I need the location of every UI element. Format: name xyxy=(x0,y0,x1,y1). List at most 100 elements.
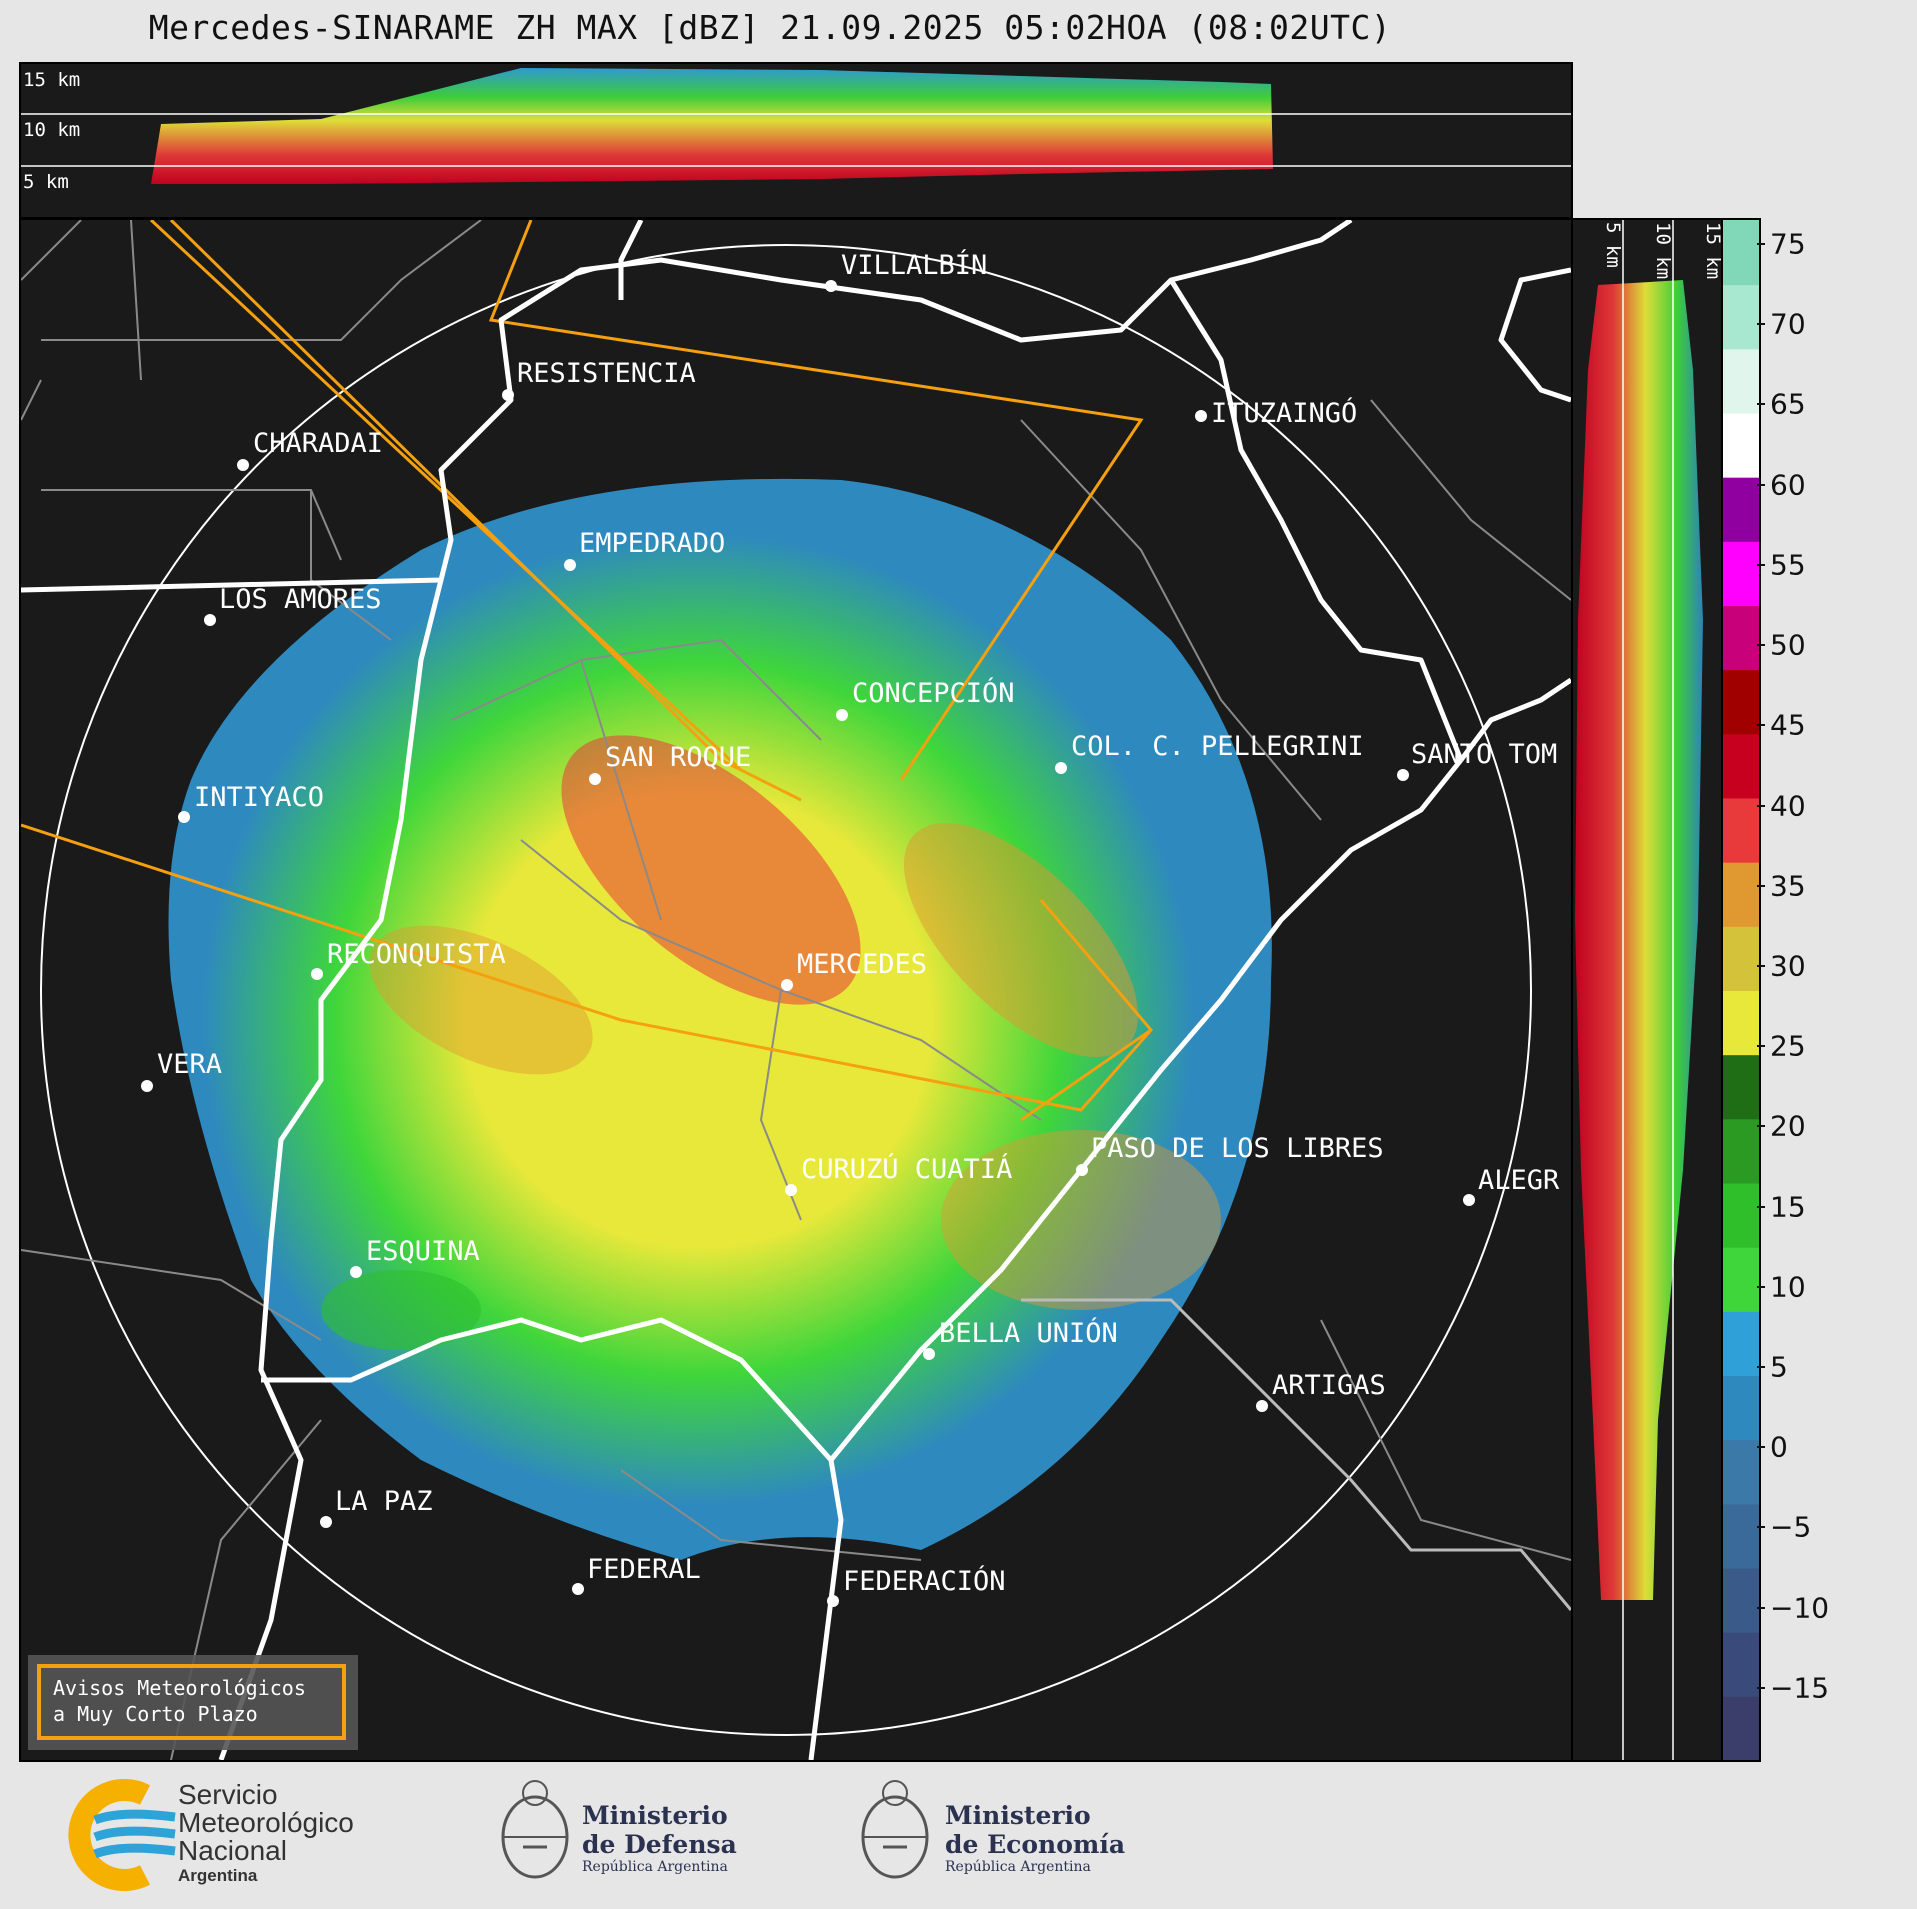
colorbar-segment xyxy=(1723,1695,1759,1761)
radar-map[interactable]: VILLALBÍN RESISTENCIA ITUZAINGÓ CHARADAI… xyxy=(19,218,1573,1762)
colorbar-segment xyxy=(1723,220,1759,286)
colorbar-segment xyxy=(1723,284,1759,350)
colorbar-segment xyxy=(1723,990,1759,1056)
rivers-borders xyxy=(21,220,1571,1760)
colorbar-segment xyxy=(1723,348,1759,414)
top-profile-echo xyxy=(151,68,1273,184)
colorbar-segment xyxy=(1723,1375,1759,1441)
colorbar-segment xyxy=(1723,1503,1759,1569)
city-ituzaingo[interactable]: ITUZAINGÓ xyxy=(1195,397,1357,429)
city-col-c-pellegrini[interactable]: COL. C. PELLEGRINI xyxy=(1055,731,1364,774)
colorbar-tick-label: −5 xyxy=(1770,1510,1812,1544)
top-profile-svg: 15 km 10 km 5 km xyxy=(21,68,1571,193)
side-profile-svg: 5 km 10 km 15 km xyxy=(1575,220,1721,1760)
colorbar-segment xyxy=(1723,733,1759,799)
city-empedrado[interactable]: EMPEDRADO xyxy=(564,528,725,571)
city-resistencia[interactable]: RESISTENCIA xyxy=(502,358,696,401)
colorbar-tick-label: 20 xyxy=(1770,1109,1806,1143)
colorbar-tick-label: 30 xyxy=(1770,949,1806,983)
colorbar-segment xyxy=(1723,1567,1759,1633)
svg-text:FEDERACIÓN: FEDERACIÓN xyxy=(843,1565,1006,1597)
top-label-15km: 15 km xyxy=(23,69,80,91)
side-profile-echo xyxy=(1575,280,1703,1600)
smn-line-1: Servicio xyxy=(178,1779,278,1810)
colorbar-segment xyxy=(1723,1631,1759,1697)
colorbar-tick-label: 65 xyxy=(1770,387,1806,421)
colorbar-tick-label: 75 xyxy=(1770,227,1806,261)
colorbar-tick-mark xyxy=(1757,804,1765,807)
colorbar-segment xyxy=(1723,605,1759,671)
city-vera[interactable]: VERA xyxy=(141,1049,222,1092)
city-layer: VILLALBÍN RESISTENCIA ITUZAINGÓ CHARADAI… xyxy=(141,249,1560,1607)
city-la-paz[interactable]: LA PAZ xyxy=(320,1486,433,1528)
warning-box[interactable]: Avisos Meteorológicos a Muy Corto Plazo xyxy=(28,1655,358,1750)
colorbar-tick-label: 50 xyxy=(1770,628,1806,662)
defensa-line-2: de Defensa xyxy=(582,1830,737,1859)
colorbar-tick-mark xyxy=(1757,884,1765,887)
colorbar-tick-mark xyxy=(1757,483,1765,486)
city-intiyaco[interactable]: INTIYACO xyxy=(178,782,324,823)
top-label-5km: 5 km xyxy=(23,171,69,193)
svg-text:SAN ROQUE: SAN ROQUE xyxy=(605,742,751,773)
colorbar-tick-label: −10 xyxy=(1770,1591,1830,1625)
colorbar-tick-mark xyxy=(1757,1285,1765,1288)
colorbar-tick-label: 45 xyxy=(1770,708,1806,742)
warning-box-line-2: a Muy Corto Plazo xyxy=(53,1702,258,1726)
smn-line-3: Nacional xyxy=(178,1835,287,1866)
colorbar-tick-mark xyxy=(1757,724,1765,727)
city-alegrete[interactable]: ALEGR xyxy=(1463,1165,1560,1206)
echo-core-3 xyxy=(941,1130,1221,1310)
city-villalbin[interactable]: VILLALBÍN xyxy=(825,249,987,292)
colorbar-tick-mark xyxy=(1757,243,1765,246)
colorbar-segment xyxy=(1723,1310,1759,1376)
economia-line-2: de Economía xyxy=(945,1830,1126,1859)
svg-text:SANTO TOM: SANTO TOM xyxy=(1411,739,1557,770)
colorbar-tick-mark xyxy=(1757,1606,1765,1609)
city-reconquista[interactable]: RECONQUISTA xyxy=(311,939,506,980)
svg-text:ALEGR: ALEGR xyxy=(1478,1165,1560,1196)
range-ring xyxy=(40,244,1532,1736)
colorbar-tick-label: 40 xyxy=(1770,789,1806,823)
colorbar-tick-label: 70 xyxy=(1770,307,1806,341)
argentina-shield-icon-2 xyxy=(861,1780,929,1879)
colorbar-segment xyxy=(1723,1246,1759,1312)
colorbar-tick-label: 10 xyxy=(1770,1270,1806,1304)
city-curuzu-cuatia[interactable]: CURUZÚ CUATIÁ xyxy=(785,1153,1012,1196)
department-boundaries xyxy=(21,220,1571,1760)
city-federal[interactable]: FEDERAL xyxy=(572,1554,701,1595)
colorbar-tick-label: −15 xyxy=(1770,1671,1830,1705)
city-concepcion[interactable]: CONCEPCIÓN xyxy=(836,677,1015,721)
svg-text:CONCEPCIÓN: CONCEPCIÓN xyxy=(852,677,1015,709)
map-title: Mercedes-SINARAME ZH MAX [dBZ] 21.09.202… xyxy=(148,8,1392,47)
radar-map-svg[interactable]: VILLALBÍN RESISTENCIA ITUZAINGÓ CHARADAI… xyxy=(21,220,1571,1760)
city-federacion[interactable]: FEDERACIÓN xyxy=(827,1565,1006,1607)
svg-text:CHARADAI: CHARADAI xyxy=(253,428,383,459)
svg-text:FEDERAL: FEDERAL xyxy=(587,1554,701,1585)
city-charadai[interactable]: CHARADAI xyxy=(237,428,383,471)
radar-site-mercedes[interactable]: MERCEDES xyxy=(781,949,927,991)
svg-text:INTIYACO: INTIYACO xyxy=(194,782,324,813)
colorbar-segment xyxy=(1723,1182,1759,1248)
city-san-roque[interactable]: SAN ROQUE xyxy=(589,742,751,785)
side-label-10km: 10 km xyxy=(1652,222,1674,279)
city-santo-tome[interactable]: SANTO TOM xyxy=(1397,739,1557,781)
city-paso-de-los-libres[interactable]: PASO DE LOS LIBRES xyxy=(1076,1133,1384,1176)
colorbar-segment xyxy=(1723,540,1759,606)
city-los-amores[interactable]: LOS AMORES xyxy=(204,584,382,626)
svg-text:PASO DE LOS LIBRES: PASO DE LOS LIBRES xyxy=(1091,1133,1384,1164)
city-artigas[interactable]: ARTIGAS xyxy=(1256,1370,1386,1412)
svg-text:ESQUINA: ESQUINA xyxy=(366,1236,480,1267)
colorbar-tick-label: 55 xyxy=(1770,548,1806,582)
smn-logo-icon xyxy=(68,1779,176,1891)
defensa-name: Ministerio de Defensa República Argentin… xyxy=(582,1801,737,1875)
colorbar-tick-label: 0 xyxy=(1770,1430,1788,1464)
side-height-profile: 5 km 10 km 15 km xyxy=(1571,218,1723,1762)
svg-text:ITUZAINGÓ: ITUZAINGÓ xyxy=(1211,397,1357,429)
colorbar-segment xyxy=(1723,861,1759,927)
colorbar-segment xyxy=(1723,412,1759,478)
colorbar-segment xyxy=(1723,797,1759,863)
city-esquina[interactable]: ESQUINA xyxy=(350,1236,480,1278)
border-line-uruguay xyxy=(1021,1298,1571,1611)
colorbar-tick-mark xyxy=(1757,1686,1765,1689)
city-bella-union[interactable]: BELLA UNIÓN xyxy=(923,1317,1118,1360)
